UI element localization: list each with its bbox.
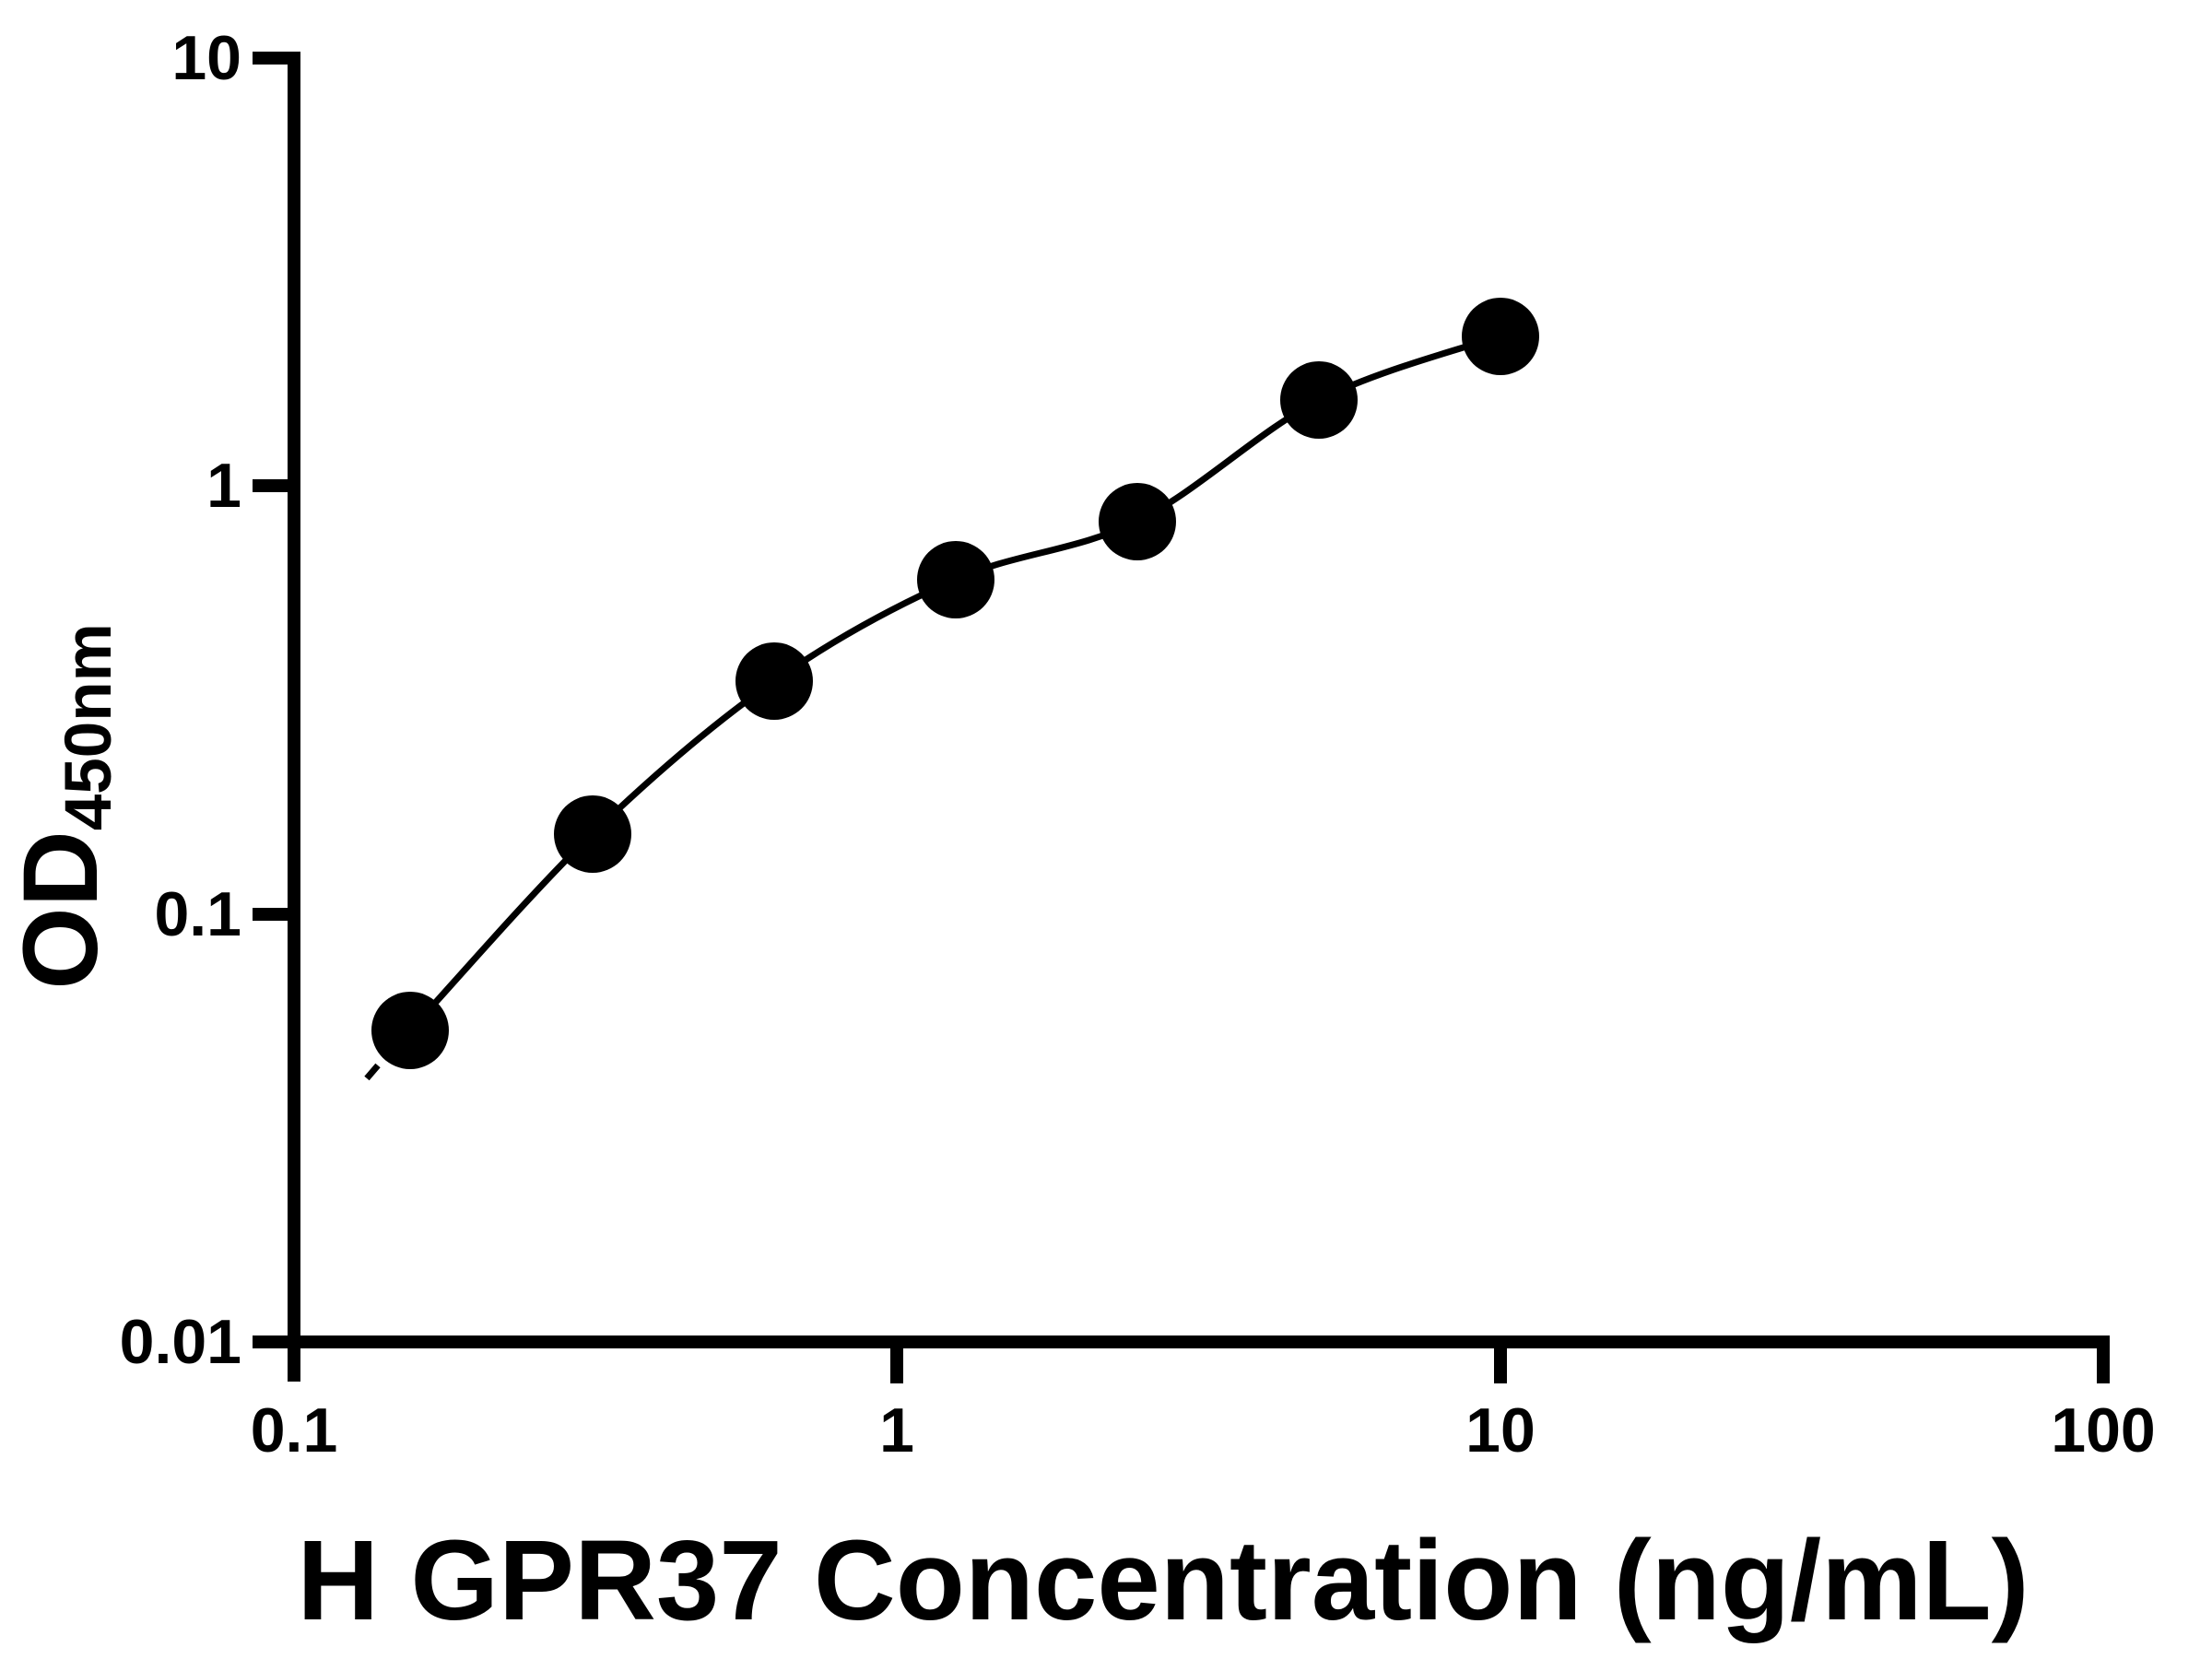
- svg-text:0.1: 0.1: [154, 879, 241, 949]
- svg-text:1: 1: [206, 451, 241, 521]
- svg-text:0.01: 0.01: [120, 1307, 241, 1377]
- svg-text:H GPR37 Concentration (ng/mL): H GPR37 Concentration (ng/mL): [297, 1518, 2029, 1644]
- svg-text:100: 100: [2051, 1395, 2155, 1465]
- svg-text:10: 10: [171, 23, 241, 93]
- svg-text:0.1: 0.1: [251, 1395, 338, 1465]
- svg-text:10: 10: [1465, 1395, 1535, 1465]
- svg-text:1: 1: [879, 1395, 914, 1465]
